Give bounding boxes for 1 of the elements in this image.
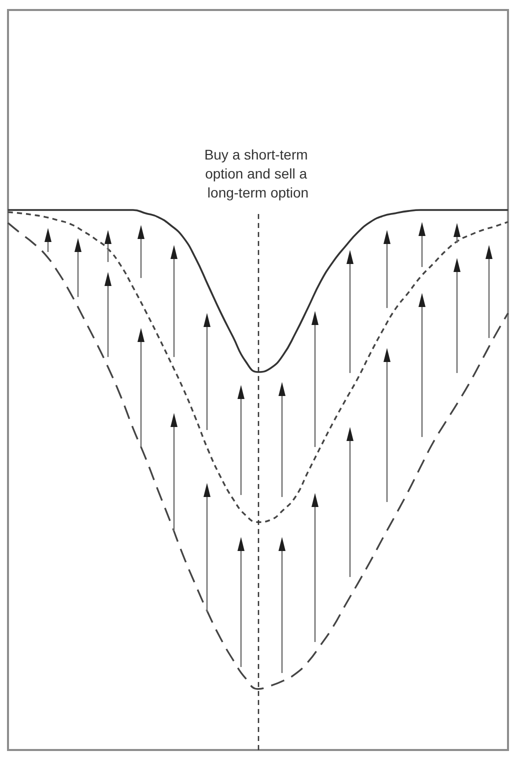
text: Buy a short-term option and sell a long-term option bbox=[204, 146, 312, 200]
